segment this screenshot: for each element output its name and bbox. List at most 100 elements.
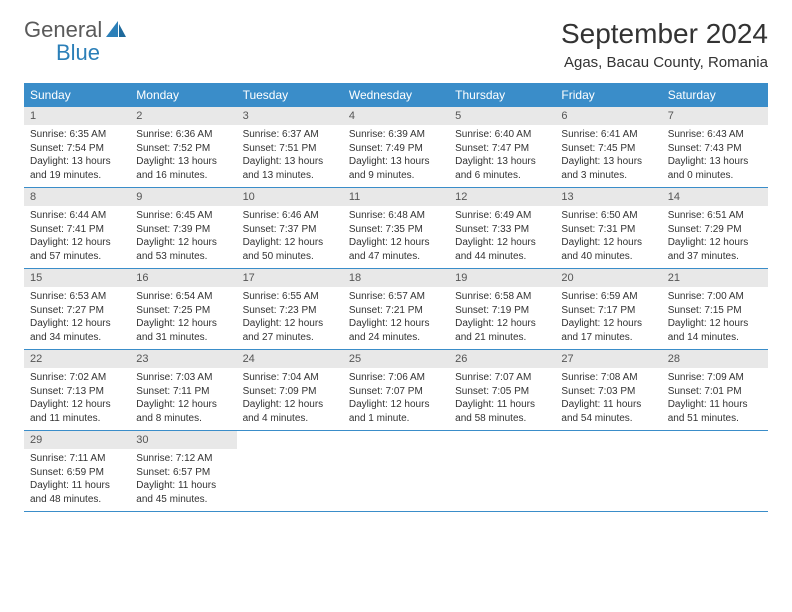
detail-line: Daylight: 12 hours <box>349 398 443 412</box>
day-number: 6 <box>555 107 661 125</box>
day-cell: 19Sunrise: 6:58 AMSunset: 7:19 PMDayligh… <box>449 269 555 349</box>
detail-line: Sunset: 7:11 PM <box>136 385 230 399</box>
day-cell: 28Sunrise: 7:09 AMSunset: 7:01 PMDayligh… <box>662 350 768 430</box>
detail-line: Sunrise: 7:08 AM <box>561 371 655 385</box>
detail-line: Daylight: 12 hours <box>136 398 230 412</box>
day-header: Friday <box>555 83 661 107</box>
day-number: 30 <box>130 431 236 449</box>
detail-line: Daylight: 11 hours <box>136 479 230 493</box>
day-cell: 8Sunrise: 6:44 AMSunset: 7:41 PMDaylight… <box>24 188 130 268</box>
day-cell: 17Sunrise: 6:55 AMSunset: 7:23 PMDayligh… <box>237 269 343 349</box>
day-header: Wednesday <box>343 83 449 107</box>
detail-line: Daylight: 12 hours <box>243 317 337 331</box>
detail-line: Sunrise: 7:06 AM <box>349 371 443 385</box>
week-row: 15Sunrise: 6:53 AMSunset: 7:27 PMDayligh… <box>24 269 768 350</box>
detail-line: and 24 minutes. <box>349 331 443 345</box>
detail-line: Sunset: 7:31 PM <box>561 223 655 237</box>
detail-line: Daylight: 12 hours <box>136 236 230 250</box>
detail-line: Daylight: 12 hours <box>668 236 762 250</box>
day-number: 17 <box>237 269 343 287</box>
detail-line: Daylight: 11 hours <box>455 398 549 412</box>
detail-line: Sunset: 7:03 PM <box>561 385 655 399</box>
detail-line: Daylight: 13 hours <box>30 155 124 169</box>
day-cell: 7Sunrise: 6:43 AMSunset: 7:43 PMDaylight… <box>662 107 768 187</box>
week-row: 8Sunrise: 6:44 AMSunset: 7:41 PMDaylight… <box>24 188 768 269</box>
day-cell: 15Sunrise: 6:53 AMSunset: 7:27 PMDayligh… <box>24 269 130 349</box>
day-cell: 4Sunrise: 6:39 AMSunset: 7:49 PMDaylight… <box>343 107 449 187</box>
day-header: Saturday <box>662 83 768 107</box>
detail-line: and 47 minutes. <box>349 250 443 264</box>
day-number: 5 <box>449 107 555 125</box>
detail-line: Sunset: 7:01 PM <box>668 385 762 399</box>
logo-text-general: General <box>24 18 102 41</box>
detail-line: and 17 minutes. <box>561 331 655 345</box>
detail-line: and 21 minutes. <box>455 331 549 345</box>
day-details: Sunrise: 6:45 AMSunset: 7:39 PMDaylight:… <box>130 206 236 268</box>
detail-line: Sunrise: 7:00 AM <box>668 290 762 304</box>
detail-line: and 40 minutes. <box>561 250 655 264</box>
day-details: Sunrise: 7:11 AMSunset: 6:59 PMDaylight:… <box>24 449 130 511</box>
detail-line: Daylight: 12 hours <box>561 317 655 331</box>
day-number: 22 <box>24 350 130 368</box>
detail-line: Daylight: 12 hours <box>136 317 230 331</box>
day-details: Sunrise: 6:41 AMSunset: 7:45 PMDaylight:… <box>555 125 661 187</box>
detail-line: Sunset: 7:09 PM <box>243 385 337 399</box>
detail-line: Daylight: 11 hours <box>30 479 124 493</box>
detail-line: and 45 minutes. <box>136 493 230 507</box>
day-cell: 3Sunrise: 6:37 AMSunset: 7:51 PMDaylight… <box>237 107 343 187</box>
day-details: Sunrise: 6:51 AMSunset: 7:29 PMDaylight:… <box>662 206 768 268</box>
day-cell: 20Sunrise: 6:59 AMSunset: 7:17 PMDayligh… <box>555 269 661 349</box>
day-number: 10 <box>237 188 343 206</box>
detail-line: Sunset: 7:17 PM <box>561 304 655 318</box>
detail-line: Daylight: 12 hours <box>455 317 549 331</box>
detail-line: Daylight: 12 hours <box>349 236 443 250</box>
detail-line: Daylight: 13 hours <box>243 155 337 169</box>
detail-line: Sunrise: 7:02 AM <box>30 371 124 385</box>
detail-line: Sunset: 7:23 PM <box>243 304 337 318</box>
day-details: Sunrise: 6:36 AMSunset: 7:52 PMDaylight:… <box>130 125 236 187</box>
day-cell: 6Sunrise: 6:41 AMSunset: 7:45 PMDaylight… <box>555 107 661 187</box>
day-details: Sunrise: 7:12 AMSunset: 6:57 PMDaylight:… <box>130 449 236 511</box>
detail-line: and 34 minutes. <box>30 331 124 345</box>
day-details: Sunrise: 6:53 AMSunset: 7:27 PMDaylight:… <box>24 287 130 349</box>
day-details: Sunrise: 6:35 AMSunset: 7:54 PMDaylight:… <box>24 125 130 187</box>
day-details: Sunrise: 7:03 AMSunset: 7:11 PMDaylight:… <box>130 368 236 430</box>
detail-line: Sunset: 7:51 PM <box>243 142 337 156</box>
detail-line: Sunrise: 6:36 AM <box>136 128 230 142</box>
empty-cell <box>555 431 661 511</box>
day-details: Sunrise: 7:09 AMSunset: 7:01 PMDaylight:… <box>662 368 768 430</box>
detail-line: Daylight: 12 hours <box>561 236 655 250</box>
detail-line: and 27 minutes. <box>243 331 337 345</box>
day-cell: 2Sunrise: 6:36 AMSunset: 7:52 PMDaylight… <box>130 107 236 187</box>
day-number: 4 <box>343 107 449 125</box>
detail-line: Sunset: 7:27 PM <box>30 304 124 318</box>
detail-line: Daylight: 12 hours <box>349 317 443 331</box>
detail-line: and 57 minutes. <box>30 250 124 264</box>
week-row: 29Sunrise: 7:11 AMSunset: 6:59 PMDayligh… <box>24 431 768 512</box>
detail-line: Sunrise: 6:37 AM <box>243 128 337 142</box>
detail-line: Daylight: 11 hours <box>668 398 762 412</box>
day-number: 21 <box>662 269 768 287</box>
detail-line: Daylight: 12 hours <box>30 398 124 412</box>
detail-line: and 1 minute. <box>349 412 443 426</box>
detail-line: Sunrise: 7:07 AM <box>455 371 549 385</box>
day-header: Tuesday <box>237 83 343 107</box>
day-cell: 24Sunrise: 7:04 AMSunset: 7:09 PMDayligh… <box>237 350 343 430</box>
detail-line: Daylight: 11 hours <box>561 398 655 412</box>
detail-line: and 48 minutes. <box>30 493 124 507</box>
detail-line: Sunset: 7:25 PM <box>136 304 230 318</box>
month-title: September 2024 <box>561 18 768 50</box>
detail-line: Sunrise: 6:58 AM <box>455 290 549 304</box>
day-cell: 26Sunrise: 7:07 AMSunset: 7:05 PMDayligh… <box>449 350 555 430</box>
detail-line: Sunrise: 6:57 AM <box>349 290 443 304</box>
day-details: Sunrise: 7:02 AMSunset: 7:13 PMDaylight:… <box>24 368 130 430</box>
day-details: Sunrise: 6:59 AMSunset: 7:17 PMDaylight:… <box>555 287 661 349</box>
detail-line: and 53 minutes. <box>136 250 230 264</box>
day-details: Sunrise: 6:57 AMSunset: 7:21 PMDaylight:… <box>343 287 449 349</box>
day-cell: 18Sunrise: 6:57 AMSunset: 7:21 PMDayligh… <box>343 269 449 349</box>
day-number: 25 <box>343 350 449 368</box>
day-details: Sunrise: 7:07 AMSunset: 7:05 PMDaylight:… <box>449 368 555 430</box>
header: General Blue September 2024 Agas, Bacau … <box>24 18 768 71</box>
detail-line: Sunrise: 6:50 AM <box>561 209 655 223</box>
day-number: 1 <box>24 107 130 125</box>
